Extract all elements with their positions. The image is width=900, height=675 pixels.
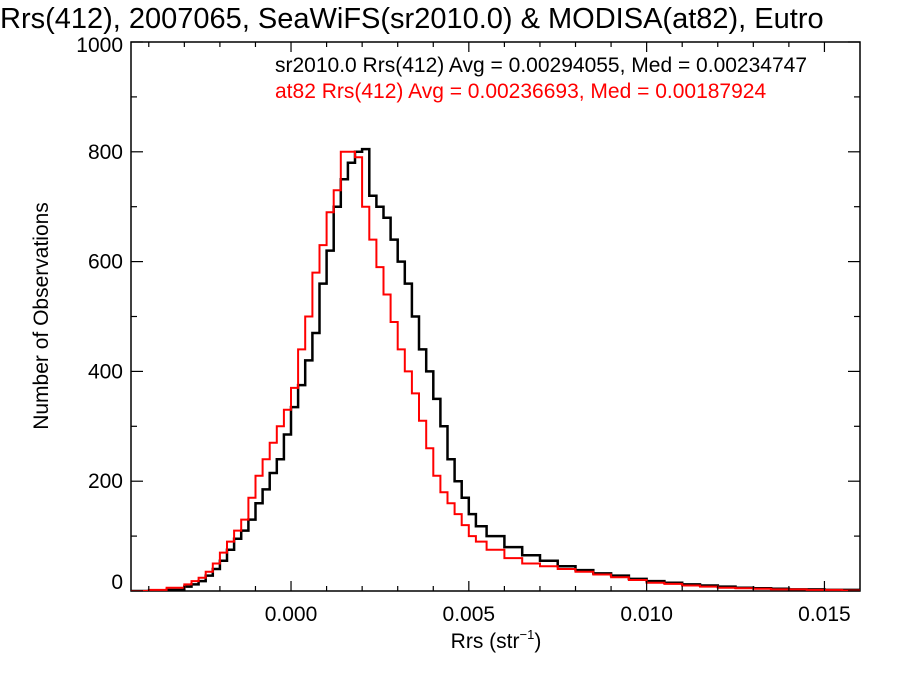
x-tick-label: 0.000 [265,603,318,626]
x-tick-label: 0.010 [620,603,673,626]
y-tick-label: 400 [88,360,123,383]
x-axis-label-close: ) [534,630,541,653]
series-line-sr2010 [131,147,860,591]
y-tick-label: 800 [88,141,123,164]
y-axis-label: Number of Observations [30,202,53,430]
series-1-stats-label: at82 Rrs(412) Avg = 0.00236693, Med = 0.… [275,80,766,103]
x-tick-label: 0.015 [798,603,851,626]
x-axis-label-superscript: −1 [520,627,535,642]
series-0-stats-label: sr2010.0 Rrs(412) Avg = 0.00294055, Med … [275,54,807,77]
series-line-at82 [131,150,860,591]
y-tick-label: 1000 [76,34,123,57]
plot-frame [130,41,861,592]
x-axis-label: Rrs (str−1) [451,627,542,653]
y-axis-ticks: 0 200 400 600 800 1000 [76,34,860,594]
y-tick-label: 0 [111,571,123,594]
y-tick-label: 600 [88,251,123,274]
x-axis-ticks: 0.000 0.005 0.010 0.015 [148,42,851,626]
x-tick-label: 0.005 [443,603,496,626]
y-tick-label: 200 [88,470,123,493]
chart-title: Rrs(412), 2007065, SeaWiFS(sr2010.0) & M… [0,3,824,35]
